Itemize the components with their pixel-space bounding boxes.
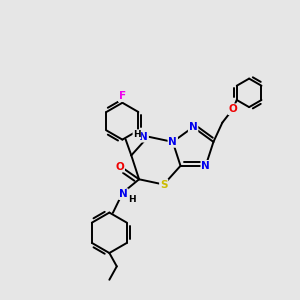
Text: F: F [119,91,126,101]
Text: N: N [168,137,177,147]
Text: O: O [116,161,124,172]
Text: N: N [139,132,148,142]
Text: S: S [160,179,167,190]
Text: O: O [228,104,237,114]
Text: H: H [128,195,136,204]
Text: N: N [119,189,128,199]
Text: N: N [201,161,210,171]
Text: N: N [189,122,197,132]
Text: H: H [133,130,141,139]
